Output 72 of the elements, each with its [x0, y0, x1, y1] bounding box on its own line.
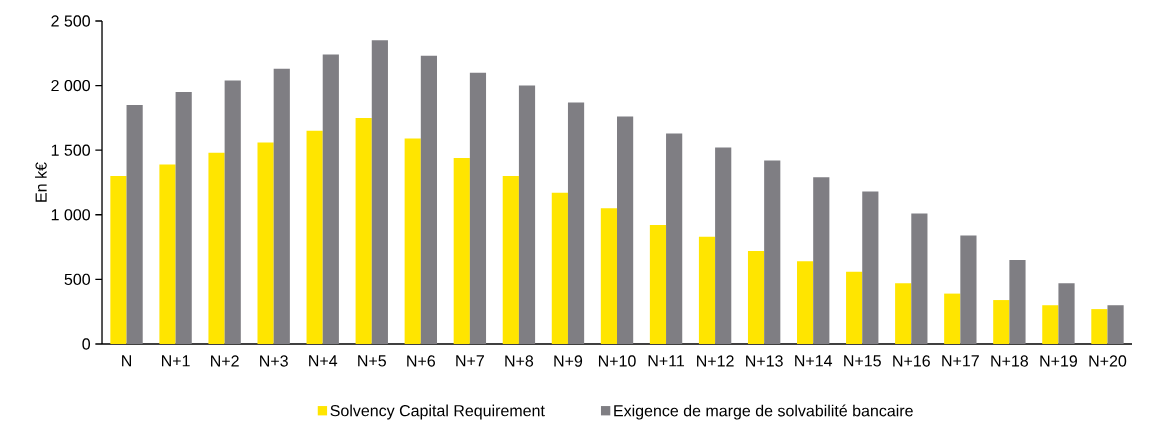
bar	[797, 261, 814, 344]
x-tick-label: N+7	[456, 355, 484, 367]
x-tick-label: N	[122, 355, 132, 367]
bar	[518, 85, 536, 344]
x-tick-label: N+17	[942, 355, 979, 367]
x-tick-label: N+5	[358, 355, 386, 367]
x-tick-label: N+20	[1089, 355, 1127, 367]
y-tick-label: 1 500	[51, 144, 90, 156]
x-tick-label: N+12	[697, 355, 734, 367]
bar	[600, 208, 618, 344]
x-tick-label: N+19	[1040, 355, 1077, 367]
bar	[944, 293, 961, 344]
x-tick-label: N+16	[893, 355, 930, 367]
bar	[224, 80, 241, 344]
bar	[453, 157, 470, 344]
bar	[1009, 260, 1026, 344]
bar	[1058, 283, 1075, 344]
bar	[960, 235, 977, 344]
y-tick-label: 0	[82, 338, 91, 350]
legend-label: Exigence de marge de solvabilité bancaire	[614, 404, 913, 420]
bar	[371, 40, 388, 344]
x-tick-label: N+14	[795, 355, 833, 367]
y-tick-label: 500	[64, 273, 91, 286]
bar	[159, 164, 176, 344]
bar	[1107, 305, 1124, 344]
bar	[911, 213, 928, 344]
bar	[993, 300, 1010, 344]
bar	[1091, 309, 1108, 344]
bar	[126, 104, 143, 344]
bar	[764, 160, 781, 344]
bar	[175, 92, 192, 344]
x-tick-label: N+4	[309, 355, 338, 367]
bar	[502, 176, 519, 344]
bar	[1042, 305, 1059, 344]
bar	[273, 68, 290, 344]
y-tick-label: 2 000	[51, 79, 90, 92]
y-axis-title: En k€	[35, 162, 47, 202]
bar	[469, 72, 487, 344]
bar	[257, 142, 274, 344]
x-tick-label: N+10	[598, 355, 636, 367]
x-tick-label: N+15	[844, 355, 881, 367]
bar	[420, 55, 437, 344]
bar	[551, 192, 568, 344]
y-tick-label: 2 500	[51, 15, 90, 27]
x-tick-label: N+9	[554, 355, 583, 367]
bar	[306, 130, 323, 344]
bar	[110, 176, 127, 344]
x-tick-label: N+3	[260, 355, 288, 367]
x-tick-label: N+8	[505, 355, 534, 367]
x-tick-label: N+11	[648, 355, 685, 367]
bar	[698, 236, 716, 344]
bar	[567, 102, 585, 344]
x-tick-label: N+13	[746, 355, 783, 367]
x-tick-label: N+18	[991, 355, 1029, 367]
bar	[895, 283, 912, 344]
bar	[208, 152, 225, 344]
y-tick-label: 1 000	[51, 209, 90, 221]
bar	[715, 147, 732, 344]
x-tick-label: N+1	[162, 355, 190, 367]
x-tick-label: N+6	[407, 355, 436, 367]
bar	[862, 191, 879, 344]
bar	[322, 54, 339, 344]
bar	[747, 250, 765, 344]
bar	[404, 138, 421, 344]
x-tick-label: N+2	[211, 355, 239, 367]
bar	[355, 117, 372, 344]
legend-label: Solvency Capital Requirement	[330, 404, 545, 420]
bar	[813, 177, 830, 344]
bar	[846, 271, 863, 344]
bar	[649, 225, 667, 344]
bar	[666, 133, 683, 344]
bar	[617, 116, 634, 344]
